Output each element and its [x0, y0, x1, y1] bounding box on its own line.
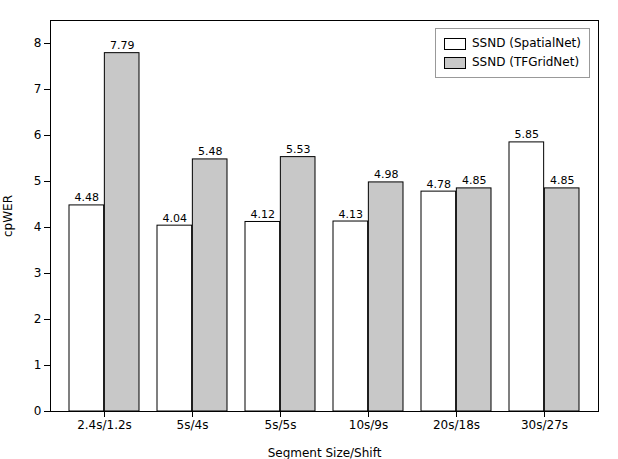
svg-text:8: 8	[34, 36, 42, 50]
svg-text:cpWER: cpWER	[1, 195, 15, 237]
html-text:SSND (SpatialNet): SSND (SpatialNet)	[472, 36, 581, 50]
svg-text:4.48: 4.48	[75, 191, 100, 204]
svg-text:4.85: 4.85	[462, 174, 487, 187]
svg-text:30s/27s: 30s/27s	[521, 418, 568, 432]
svg-text:7.79: 7.79	[110, 39, 135, 52]
svg-text:4.98: 4.98	[374, 168, 399, 181]
svg-text:4.12: 4.12	[251, 208, 275, 221]
svg-text:10s/9s: 10s/9s	[349, 418, 388, 432]
svg-text:4.78: 4.78	[427, 178, 452, 191]
svg-text:7: 7	[34, 82, 42, 96]
svg-text:5.53: 5.53	[286, 143, 311, 156]
svg-text:5: 5	[34, 174, 42, 188]
svg-text:5.85: 5.85	[515, 128, 540, 141]
svg-text:5.48: 5.48	[198, 145, 223, 158]
svg-text:5s/4s: 5s/4s	[177, 418, 209, 432]
svg-text:2.4s/1.2s: 2.4s/1.2s	[77, 418, 132, 432]
svg-text:4.04: 4.04	[163, 212, 188, 225]
svg-text:0: 0	[34, 404, 42, 418]
svg-text:3: 3	[34, 266, 42, 280]
svg-text:4.13: 4.13	[339, 208, 364, 221]
svg-text:5s/5s: 5s/5s	[265, 418, 297, 432]
html-text:SSND (TFGridNet): SSND (TFGridNet)	[472, 55, 580, 70]
svg-text:Segment Size/Shift: Segment Size/Shift	[268, 446, 382, 459]
svg-text:20s/18s: 20s/18s	[433, 418, 480, 432]
svg-text:4: 4	[34, 220, 42, 234]
svg-text:4.85: 4.85	[550, 174, 575, 187]
svg-text:2: 2	[34, 312, 42, 326]
svg-text:1: 1	[34, 358, 42, 372]
svg-text:6: 6	[34, 128, 42, 142]
